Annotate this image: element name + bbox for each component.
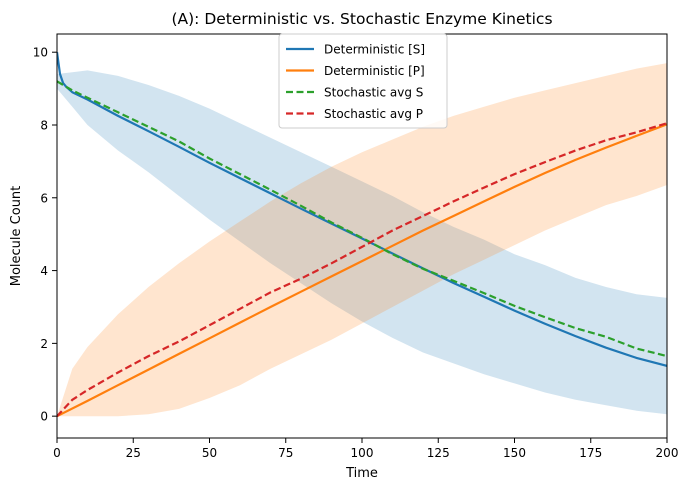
x-tick-label: 125 xyxy=(427,446,450,460)
band-s-spread xyxy=(57,70,667,415)
y-axis-ticks: 0 2 4 6 8 10 xyxy=(33,46,57,424)
x-tick-label: 50 xyxy=(202,446,217,460)
y-tick-label: 10 xyxy=(33,46,48,60)
x-tick-label: 150 xyxy=(503,446,526,460)
chart-title: (A): Deterministic vs. Stochastic Enzyme… xyxy=(171,10,552,28)
plot-area xyxy=(57,52,667,418)
legend: Deterministic [S] Deterministic [P] Stocha… xyxy=(278,33,448,129)
x-axis-label: Time xyxy=(345,466,378,481)
y-tick-label: 4 xyxy=(40,264,48,278)
series-line-stochastic-avg-p xyxy=(57,122,667,417)
y-tick-label: 2 xyxy=(40,337,48,351)
y-tick-label: 6 xyxy=(40,191,48,205)
x-tick-label: 175 xyxy=(579,446,602,460)
x-tick-label: 100 xyxy=(351,446,374,460)
series-line-deterministic-p xyxy=(57,123,667,418)
legend-label-stochastic-avg-s: Stochastic avg S xyxy=(324,86,423,100)
y-tick-label: 0 xyxy=(40,410,48,424)
x-tick-label: 200 xyxy=(656,446,679,460)
legend-label-deterministic-s: Deterministic [S] xyxy=(324,43,425,57)
lines-layer xyxy=(57,52,667,418)
x-tick-label: 0 xyxy=(53,446,61,460)
x-axis-ticks: 0 25 50 75 100 125 150 175 200 xyxy=(53,438,678,460)
x-tick-label: 75 xyxy=(278,446,293,460)
y-axis-label: Molecule Count xyxy=(9,186,24,287)
legend-label-deterministic-p: Deterministic [P] xyxy=(324,64,425,78)
legend-label-stochastic-avg-p: Stochastic avg P xyxy=(324,107,423,121)
x-tick-label: 25 xyxy=(126,446,141,460)
series-line-stochastic-avg-s xyxy=(57,80,667,358)
y-tick-label: 8 xyxy=(40,118,48,132)
legend-box xyxy=(278,33,448,129)
